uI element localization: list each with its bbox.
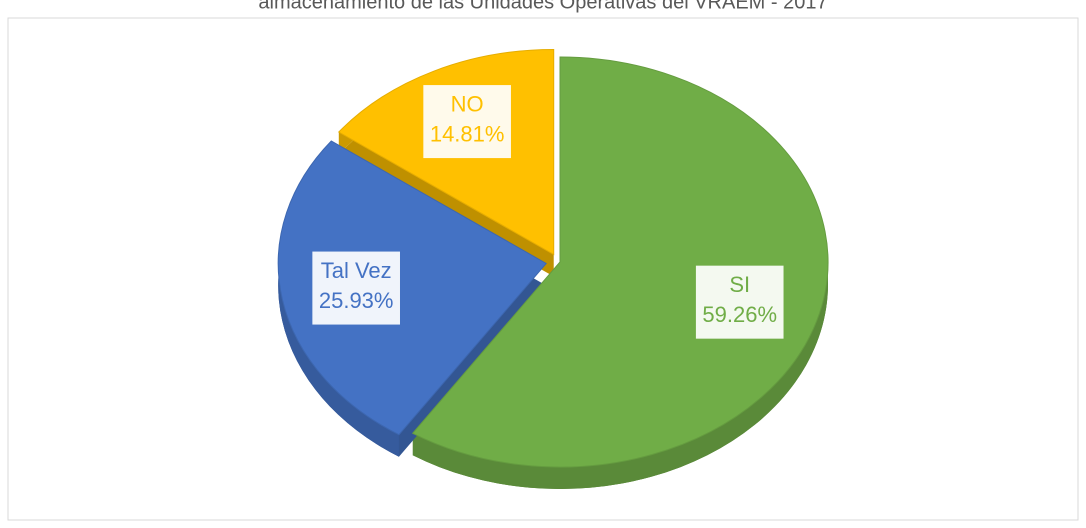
data-label-value: 14.81%: [430, 121, 505, 146]
data-label-value: 59.26%: [702, 302, 777, 327]
slice: [411, 56, 829, 468]
data-label-value: 25.93%: [319, 288, 394, 313]
chart-title: almacenamiento de las Unidades Operativa…: [258, 0, 827, 13]
data-label-category: NO: [451, 91, 484, 116]
slice: [277, 140, 547, 436]
data-label-category: Tal Vez: [321, 258, 392, 283]
data-label-box: [311, 250, 401, 326]
data-label-box: [422, 84, 512, 160]
data-label: Tal Vez 25.93%: [311, 250, 401, 326]
slice-side: [278, 140, 399, 457]
data-label-box: [694, 264, 785, 340]
data-label: NO 14.81%: [422, 84, 512, 160]
data-label-category: SI: [729, 272, 750, 297]
data-label: SI 59.26%: [694, 264, 785, 340]
